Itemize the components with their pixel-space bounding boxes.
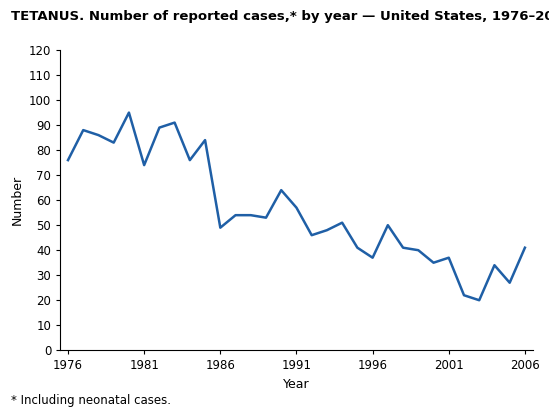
- X-axis label: Year: Year: [283, 378, 310, 391]
- Y-axis label: Number: Number: [10, 175, 24, 225]
- Text: * Including neonatal cases.: * Including neonatal cases.: [11, 394, 171, 407]
- Text: TETANUS. Number of reported cases,* by year — United States, 1976–2006: TETANUS. Number of reported cases,* by y…: [11, 10, 549, 23]
